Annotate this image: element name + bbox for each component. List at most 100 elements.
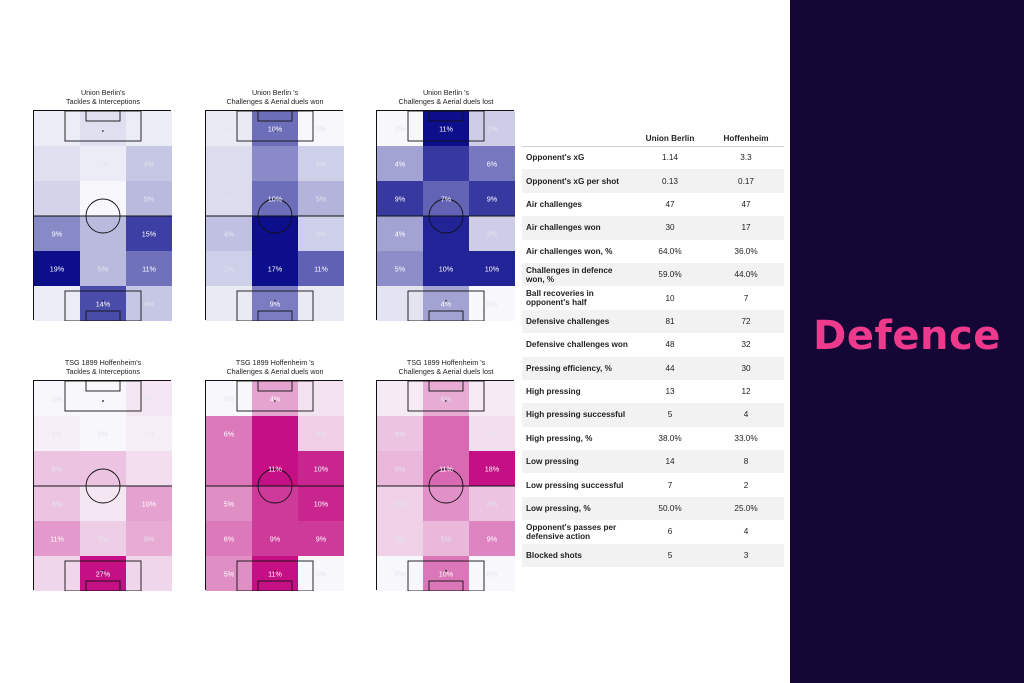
metric-label: Air challenges [526,199,582,209]
away-value: 72 [708,309,784,334]
heatmap-cell [34,451,81,487]
heatmap-cell [377,556,424,591]
top-penalty-spot [445,400,447,402]
heatmap-cell [377,251,424,287]
heatmap-cell [252,521,299,557]
heatmap-cell-label: 3% [395,535,406,544]
heatmap-cell [469,451,515,487]
bottom-goal-box [428,310,464,321]
metric-label: Pressing efficiency, % [522,356,632,380]
top-penalty-box [236,381,314,412]
heatmap-cell-label: 11% [439,465,453,474]
pitch: 0% 11% 2% 4% 6% 9% 7% 9% 4% 2% 5% 10% 10% 4% 0% [376,110,515,321]
heatmap-title: Union Berlin 's Challenges & Aerial duels… [356,88,536,106]
bottom-penalty-box [407,560,485,591]
away-value: 47 [741,199,751,209]
heatmap-cell-label: 1% [144,430,155,439]
heatmap-cell [469,521,515,557]
heatmap-title: TSG 1899 Hoffenheim 's Challenges & Aeria… [356,358,536,376]
heatmap-cell-label: 5% [98,535,109,544]
heatmap-cell [206,111,253,147]
heatmap-cell-label: 3% [316,160,327,169]
pitch-svg: 2% 2% 1% 4% 5% 9% 15% 19% 5% 11% 14% 4% [34,111,172,321]
heatmap-cell-label: 9% [395,195,406,204]
heatmap-cell-label: 0% [395,570,406,579]
metric-label: High pressing [526,387,581,397]
heatmap-cell [469,251,515,287]
table-row: Challenges in defence won, % 59.0% 44.0% [522,262,784,287]
heatmap-cell [469,486,515,522]
heatmap-cell-label: 3% [224,125,235,134]
table-row: High pressing 13 12 [522,380,784,403]
heatmap-cell [252,556,299,591]
pitch: 0% 4% 6% 0% 11% 10% 5% 10% 6% 9% 9% 5% 11% 0% [205,380,344,591]
heatmap-cell [126,111,172,147]
heatmap-cell [206,451,253,487]
heatmap-cell-label: 2% [98,125,109,134]
heatmap-cell [126,286,172,321]
heatmap-cell [34,556,81,591]
table-row: Opponent's passes per defensive action 6 4 [522,520,784,543]
top-penalty-box [407,381,485,412]
heatmap-cell [377,286,424,321]
bottom-penalty-box [64,560,142,591]
heatmap-cell-label: 9% [270,300,281,309]
heatmap-cell-label: 11% [268,465,282,474]
heatmap-cell-label: 11% [50,535,64,544]
heatmap-cell-label: 9% [487,195,498,204]
heatmap-cell [126,556,172,591]
heatmap-title: TSG 1899 Hoffenheim 's Challenges & Aeria… [185,358,365,376]
heatmap-cell [423,251,470,287]
heatmap-cell [252,111,299,147]
heatmap-cell-label: 6% [487,160,498,169]
heatmap-cell [469,286,515,321]
heatmap-cell [298,521,344,557]
heatmap-cell [206,251,253,287]
heatmap-cell [206,181,253,217]
heatmap-cell [206,146,253,182]
away-value: 7 [743,293,749,303]
heatmap-cell [298,216,344,252]
home-value: 48 [665,340,675,350]
heatmap-cell-label: 19% [50,265,65,274]
heatmap-cell-label: 4% [224,230,235,239]
heatmap-cell [126,486,172,522]
heatmap-cell [423,286,470,321]
metric-label: Low pressing successful [526,480,624,490]
heatmap-cell-label: 6% [224,535,235,544]
heatmap-title-line: Challenges & Aerial duels won [226,367,324,376]
heatmap-cell-label: 9% [52,230,63,239]
heatmap-cell [126,146,172,182]
home-value: 44 [632,356,708,380]
metric-label: Ball recoveries in opponent's half [526,289,594,308]
table-header-away: Hoffenheim [708,132,784,147]
home-value: 64.0% [658,246,682,256]
heatmap-cell [80,146,127,182]
heatmap-cell [206,416,253,452]
away-value: 12 [741,387,751,397]
heatmap-cell [469,146,515,182]
away-value: 25.0% [708,496,784,521]
heatmap-cell [298,486,344,522]
metric-label: Defensive challenges [522,309,632,334]
home-value: 38.0% [658,433,682,443]
metric-label: Defensive challenges won [526,340,628,350]
heatmap-cell-label: 6% [441,395,452,404]
heatmap-cell-label: 10% [314,500,329,509]
heatmap-title-line: Challenges & Aerial duels won [226,97,324,106]
heatmap-cell [423,381,470,417]
heatmap-cell-label: 15% [142,230,157,239]
bottom-penalty-spot [445,570,447,572]
heatmap-cell-label: 5% [224,500,235,509]
heatmap-cell [126,451,172,487]
heatmap-cell [80,416,127,452]
heatmap-cell-label: 2% [144,395,155,404]
heatmap-cell [469,216,515,252]
heatmap-title-line: TSG 1899 Hoffenheim 's [406,358,486,367]
away-value: 4 [743,527,749,537]
heatmap-cell-label: 11% [142,265,156,274]
home-value: 50.0% [632,496,708,521]
bottom-penalty-box [407,290,485,321]
top-goal-box [428,381,464,392]
metric-label: Low pressing, % [522,496,632,521]
